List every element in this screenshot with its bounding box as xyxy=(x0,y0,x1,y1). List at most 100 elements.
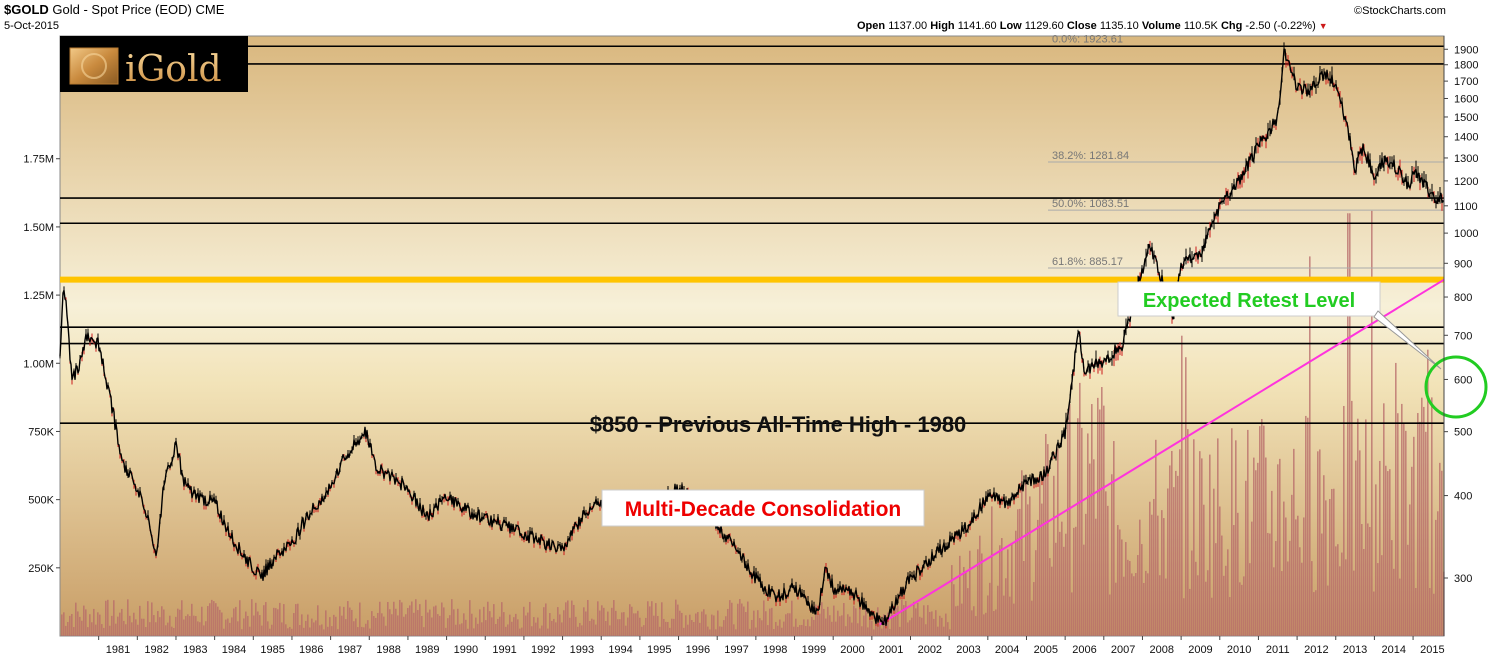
volume-bar xyxy=(843,603,845,636)
symbol: $GOLD xyxy=(4,2,49,17)
volume-bar xyxy=(1193,439,1195,636)
volume-bar xyxy=(1215,543,1217,636)
volume-bar xyxy=(431,617,433,636)
volume-bar xyxy=(719,626,721,636)
volume-bar xyxy=(933,618,935,636)
volume-bar xyxy=(155,622,157,636)
volume-bar xyxy=(305,620,307,636)
volume-bar xyxy=(1387,471,1389,636)
volume-bar xyxy=(219,609,221,636)
volume-bar xyxy=(1145,570,1147,636)
volume-bar xyxy=(577,626,579,636)
volume-bar xyxy=(743,606,745,636)
volume-bar xyxy=(497,618,499,636)
volume-bar xyxy=(1257,462,1259,636)
volume-bar xyxy=(689,614,691,636)
volume-bar xyxy=(559,614,561,636)
volume-bar xyxy=(733,624,735,636)
volume-bar xyxy=(1261,418,1263,636)
retest-callout-pointer xyxy=(1373,310,1442,370)
volume-bar xyxy=(103,627,105,636)
volume-bar xyxy=(603,607,605,636)
volume-bar xyxy=(601,605,603,636)
volume-bar xyxy=(1385,465,1387,636)
volume-bar xyxy=(993,611,995,636)
volume-bar xyxy=(713,615,715,636)
volume-bar xyxy=(263,605,265,636)
volume-bar xyxy=(737,603,739,636)
volume-bar xyxy=(1115,582,1117,636)
volume-bar xyxy=(1277,464,1279,636)
volume-bar xyxy=(139,605,141,636)
year-tick-label: 2015 xyxy=(1420,644,1444,656)
volume-bar xyxy=(1345,559,1347,636)
volume-bar xyxy=(275,608,277,636)
volume-bar xyxy=(973,606,975,636)
volume-bar xyxy=(1015,530,1017,636)
volume-bar xyxy=(191,603,193,636)
year-tick-label: 1999 xyxy=(802,644,826,656)
volume-bar xyxy=(1065,533,1067,636)
volume-bar xyxy=(1153,498,1155,636)
volume-tick-label: 1.00M xyxy=(23,358,54,370)
volume-value: 110.5K xyxy=(1183,20,1218,32)
volume-bar xyxy=(1303,517,1305,636)
volume-bar xyxy=(697,612,699,636)
volume-bar xyxy=(923,605,925,636)
volume-bar xyxy=(371,611,373,636)
price-tick-label: 1500 xyxy=(1454,112,1478,124)
year-tick-label: 2008 xyxy=(1150,644,1174,656)
year-tick-label: 1983 xyxy=(183,644,207,656)
volume-bar xyxy=(887,612,889,636)
volume-bar xyxy=(951,565,953,636)
volume-bar xyxy=(341,615,343,636)
volume-bar xyxy=(1199,451,1201,636)
volume-bar xyxy=(657,615,659,636)
volume-bar xyxy=(665,621,667,636)
volume-bar xyxy=(1055,542,1057,636)
volume-bar xyxy=(469,600,471,636)
volume-bar xyxy=(949,629,951,636)
volume-bar xyxy=(465,619,467,636)
volume-bar xyxy=(1025,474,1027,636)
volume-bar xyxy=(433,606,435,636)
logo-text: iGold xyxy=(125,49,222,90)
volume-bar xyxy=(965,571,967,636)
volume-bar xyxy=(1197,575,1199,636)
volume-bar xyxy=(1085,513,1087,636)
volume-bar xyxy=(119,612,121,636)
volume-bar xyxy=(1091,404,1093,636)
volume-bar xyxy=(169,615,171,636)
volume-bar xyxy=(677,604,679,636)
volume-tick-label: 250K xyxy=(28,563,54,575)
volume-bar xyxy=(241,629,243,636)
volume-bar xyxy=(1403,423,1405,636)
fib-label: 61.8%: 885.17 xyxy=(1052,256,1123,268)
volume-bar xyxy=(299,625,301,636)
volume-bar xyxy=(163,609,165,636)
volume-bar xyxy=(937,626,939,636)
price-tick-label: 800 xyxy=(1454,292,1472,304)
volume-bar xyxy=(325,610,327,636)
volume-bar xyxy=(1173,487,1175,636)
volume-bar xyxy=(835,621,837,636)
volume-bar xyxy=(83,605,85,636)
volume-bar xyxy=(203,625,205,636)
volume-bar xyxy=(349,607,351,636)
volume-bar xyxy=(391,614,393,636)
open-label: Open xyxy=(857,20,886,32)
chg-down-icon: ▼ xyxy=(1318,21,1328,31)
volume-bar xyxy=(539,628,541,636)
volume-bar xyxy=(773,629,775,636)
volume-bar xyxy=(533,617,535,636)
volume-bar xyxy=(491,617,493,636)
volume-bar xyxy=(233,608,235,636)
volume-bar xyxy=(1311,561,1313,636)
volume-bar xyxy=(333,614,335,636)
volume-bar xyxy=(915,608,917,636)
volume-bar xyxy=(935,610,937,636)
volume-bar xyxy=(385,625,387,636)
volume-bar xyxy=(251,599,253,636)
volume-bar xyxy=(505,626,507,636)
volume-bar xyxy=(255,602,257,636)
